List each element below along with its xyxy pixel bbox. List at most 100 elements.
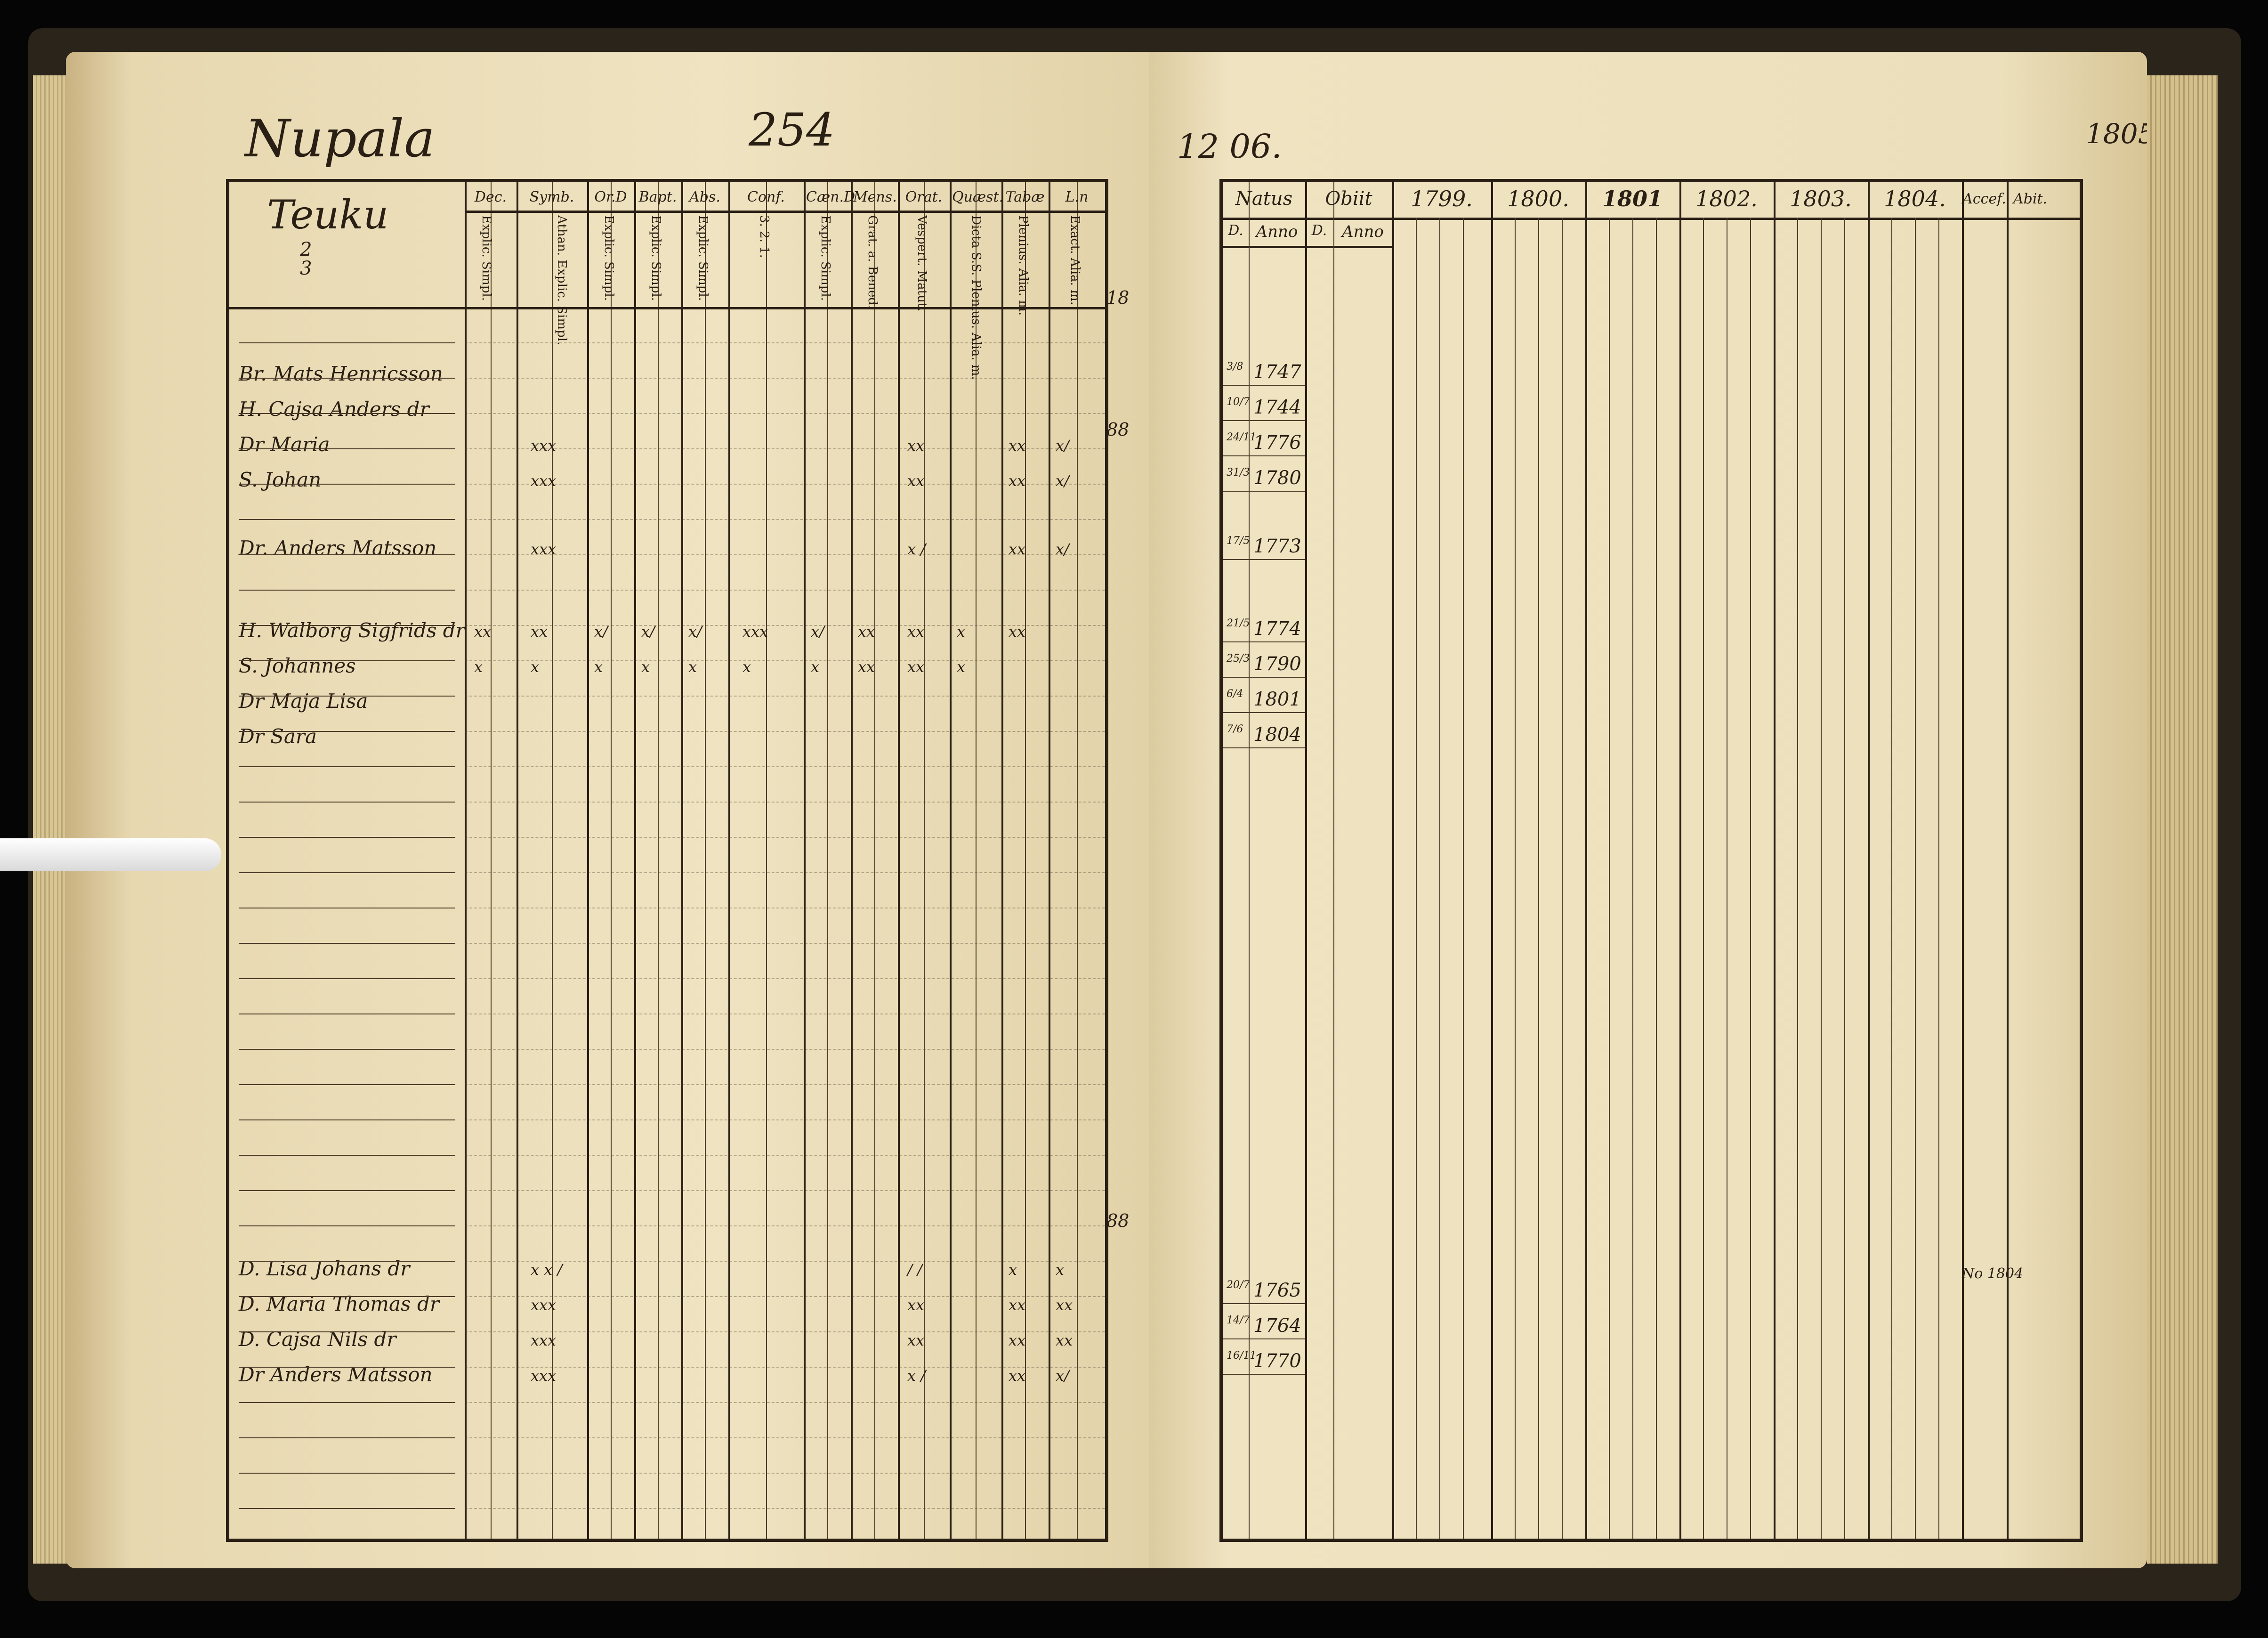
ruled-line xyxy=(239,660,455,661)
col-sep xyxy=(1774,182,1776,1539)
col-sep-thin xyxy=(766,182,767,1539)
year-subcol xyxy=(1656,218,1657,1539)
catechism-mark: x xyxy=(594,658,603,676)
col-sep xyxy=(517,182,518,1539)
header-accessit: Accef. xyxy=(1962,191,2006,207)
col-sep xyxy=(1868,182,1870,1539)
year-subcol xyxy=(1703,218,1704,1539)
ruled-line xyxy=(239,448,455,449)
birth-year: 1774 xyxy=(1253,618,1301,640)
ruled-line xyxy=(1223,420,1305,421)
year-subcol xyxy=(1915,218,1916,1539)
ruled-line xyxy=(239,978,455,979)
entry-line xyxy=(465,590,1105,591)
corner-note: 12 06. xyxy=(1177,127,1282,166)
catechism-mark: x/ xyxy=(594,623,608,641)
col-sep-thin xyxy=(874,182,875,1539)
ruled-line xyxy=(1223,712,1305,713)
birth-day: 20/7 xyxy=(1227,1279,1250,1291)
header-year-1801: 1801 xyxy=(1602,186,1663,211)
birth-day: 3/8 xyxy=(1227,361,1243,373)
catechism-mark: xx xyxy=(531,623,548,641)
col-sep xyxy=(1585,182,1587,1539)
entry-line xyxy=(465,625,1105,626)
header-caend: Cæn.D xyxy=(806,189,856,205)
subheader-tabae: Plenius. Alia. m. xyxy=(1016,215,1030,316)
ruled-line xyxy=(239,625,455,626)
person-name: H. Cajsa Anders dr xyxy=(239,397,429,421)
catechism-mark: x/ xyxy=(1056,472,1069,490)
subheader-obiit-anno: Anno xyxy=(1342,222,1384,241)
col-sep xyxy=(1049,182,1050,1539)
person-name: S. Johannes xyxy=(239,654,356,677)
entry-line xyxy=(465,1084,1105,1085)
col-sep xyxy=(1491,182,1493,1539)
birth-year: 1804 xyxy=(1253,724,1301,746)
ruled-line xyxy=(239,1437,455,1438)
subheader-bapt: Explic. Simpl. xyxy=(649,215,663,301)
year-subcol xyxy=(1750,218,1751,1539)
entry-line xyxy=(465,519,1105,520)
header-year-1803: 1803. xyxy=(1790,186,1852,211)
birth-day: 7/6 xyxy=(1227,723,1243,735)
person-name: Dr. Anders Matsson xyxy=(239,536,437,560)
catechetical-table: Teuku 2 3 Dec. Symb. Or.D Bapt. xyxy=(226,179,1108,1542)
subheader-mens: Grat. a. Bened. xyxy=(865,215,880,309)
catechism-mark: x/ xyxy=(1056,1367,1069,1385)
catechism-mark: xxx xyxy=(743,623,768,641)
catechism-mark: x xyxy=(1009,1261,1017,1279)
year-subcol xyxy=(1821,218,1822,1539)
header-bapt: Bapt. xyxy=(638,189,677,205)
catechism-mark: xx xyxy=(907,1296,925,1314)
catechism-mark: xx xyxy=(1056,1331,1073,1349)
col-sep-thin xyxy=(491,182,492,1539)
birth-day: 24/11 xyxy=(1227,431,1257,443)
person-name: Dr Maria xyxy=(239,433,330,456)
catechism-mark: xx xyxy=(1009,1296,1026,1314)
entry-line xyxy=(465,1119,1105,1120)
ruled-line xyxy=(1223,677,1305,678)
header-mens: Mens. xyxy=(853,189,897,205)
col-sep xyxy=(1305,182,1307,1539)
header-dec: Dec. xyxy=(474,189,507,205)
year-subcol xyxy=(1538,218,1539,1539)
abiit-note: No 1804 xyxy=(1962,1265,2024,1282)
ruled-line xyxy=(239,1331,455,1332)
catechism-mark: xx xyxy=(907,623,925,641)
col-sep-thin xyxy=(658,182,659,1539)
subheader-natus-d: D. xyxy=(1228,222,1243,239)
col-sep xyxy=(1962,182,1964,1539)
header-year-1805: 1805. xyxy=(2086,118,2147,150)
birth-year: 1764 xyxy=(1253,1315,1301,1337)
holding-fraction-bottom: 3 xyxy=(300,258,312,279)
subheader-ord: Explic. Simpl. xyxy=(602,215,616,301)
ruled-line xyxy=(239,1225,455,1226)
col-sep xyxy=(898,182,900,1539)
col-sep-thin xyxy=(1333,182,1334,1539)
header-ord: Or.D xyxy=(594,189,627,205)
catechism-mark: xx xyxy=(474,623,492,641)
birth-year: 1776 xyxy=(1253,432,1301,454)
margin-note: 88 xyxy=(1106,419,1130,440)
person-name: Dr Sara xyxy=(239,725,317,748)
subheader-orat: Vespert. Matut. xyxy=(915,215,929,312)
catechism-mark: xx xyxy=(1009,623,1026,641)
entry-line xyxy=(465,554,1105,555)
catechism-mark: x x / xyxy=(531,1261,563,1279)
ruled-line xyxy=(239,1367,455,1368)
col-sep-thin xyxy=(1025,182,1026,1539)
year-subcol xyxy=(1609,218,1610,1539)
birth-year: 1790 xyxy=(1253,653,1301,675)
birth-year: 1744 xyxy=(1253,397,1301,418)
birth-day: 17/5 xyxy=(1227,535,1250,547)
page-edges-right xyxy=(2147,75,2218,1564)
entry-line xyxy=(465,978,1105,979)
entry-line xyxy=(465,837,1105,838)
entry-line xyxy=(465,731,1105,732)
col-sep-thin xyxy=(924,182,925,1539)
col-sep xyxy=(2007,182,2009,1539)
bookmark-strip xyxy=(0,838,221,871)
ruled-line xyxy=(1223,491,1305,492)
entry-line xyxy=(465,1437,1105,1438)
catechism-mark: xxx xyxy=(531,1367,557,1385)
